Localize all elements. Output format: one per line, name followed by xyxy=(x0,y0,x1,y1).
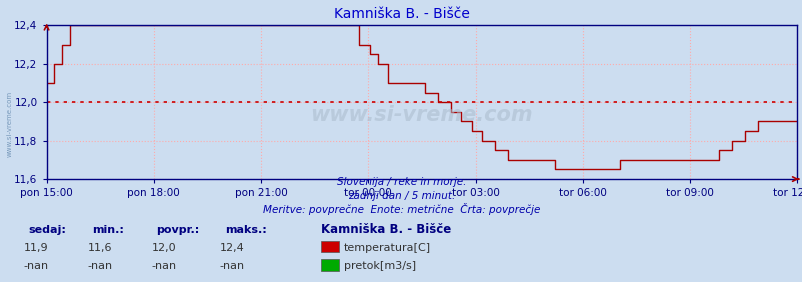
Text: Slovenija / reke in morje.: Slovenija / reke in morje. xyxy=(336,177,466,187)
Text: povpr.:: povpr.: xyxy=(156,225,200,235)
Text: www.si-vreme.com: www.si-vreme.com xyxy=(6,91,12,157)
Text: www.si-vreme.com: www.si-vreme.com xyxy=(310,105,533,125)
Text: 12,0: 12,0 xyxy=(152,243,176,253)
Text: Kamniška B. - Bišče: Kamniška B. - Bišče xyxy=(321,223,451,236)
Text: Meritve: povprečne  Enote: metrične  Črta: povprečje: Meritve: povprečne Enote: metrične Črta:… xyxy=(262,203,540,215)
Text: -nan: -nan xyxy=(23,261,48,271)
Text: Kamniška B. - Bišče: Kamniška B. - Bišče xyxy=(333,7,469,21)
Text: pretok[m3/s]: pretok[m3/s] xyxy=(343,261,415,272)
Text: zadnji dan / 5 minut.: zadnji dan / 5 minut. xyxy=(347,191,455,201)
Text: 12,4: 12,4 xyxy=(220,243,245,253)
Text: -nan: -nan xyxy=(87,261,112,271)
Text: temperatura[C]: temperatura[C] xyxy=(343,243,430,253)
Text: sedaj:: sedaj: xyxy=(28,225,66,235)
Text: -nan: -nan xyxy=(220,261,245,271)
Text: 11,6: 11,6 xyxy=(87,243,112,253)
Text: min.:: min.: xyxy=(92,225,124,235)
Text: maks.:: maks.: xyxy=(225,225,266,235)
Text: 11,9: 11,9 xyxy=(23,243,48,253)
Text: -nan: -nan xyxy=(152,261,176,271)
